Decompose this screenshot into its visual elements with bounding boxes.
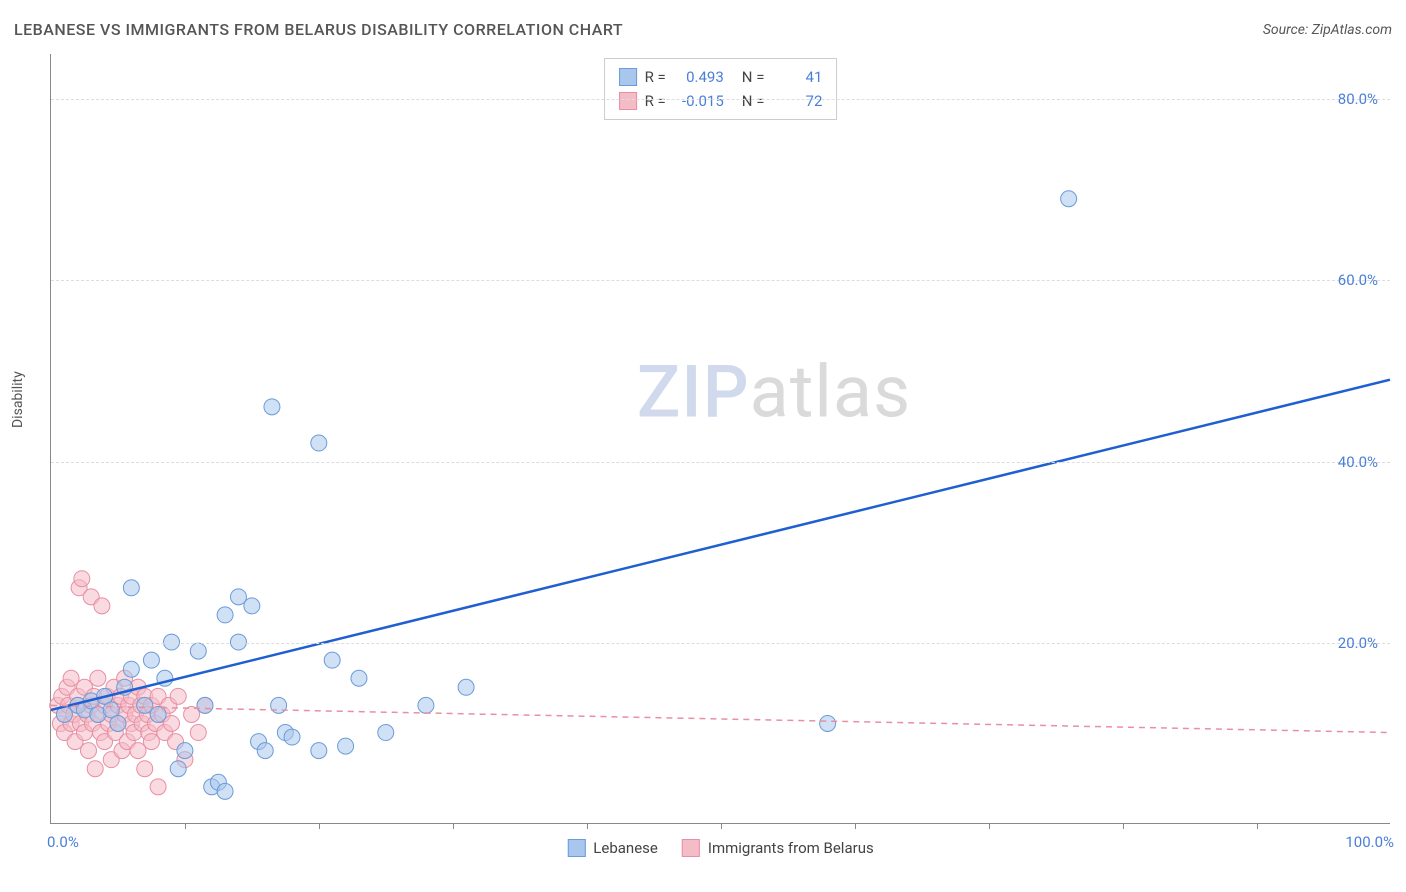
data-point: [130, 743, 146, 759]
legend-swatch: [619, 68, 637, 86]
series-legend: Lebanese Immigrants from Belarus: [567, 839, 873, 857]
correlation-legend-row: R = 0.493 N = 41: [619, 65, 823, 89]
x-tick: [721, 823, 722, 829]
data-point: [137, 697, 153, 713]
data-point: [123, 580, 139, 596]
data-point: [87, 761, 103, 777]
data-point: [378, 725, 394, 741]
data-point: [217, 783, 233, 799]
chart-title: LEBANESE VS IMMIGRANTS FROM BELARUS DISA…: [14, 20, 623, 39]
y-tick-label: 60.0%: [1338, 271, 1378, 289]
data-point: [94, 598, 110, 614]
data-point: [257, 743, 273, 759]
data-point: [170, 688, 186, 704]
data-point: [217, 607, 233, 623]
n-label: N =: [742, 89, 765, 113]
trend-line: [51, 705, 1390, 732]
data-point: [338, 738, 354, 754]
r-value: 0.493: [674, 65, 724, 89]
x-tick: [453, 823, 454, 829]
x-tick: [319, 823, 320, 829]
n-value: 41: [772, 65, 822, 89]
data-point: [311, 743, 327, 759]
y-tick-label: 40.0%: [1338, 453, 1378, 471]
data-point: [230, 589, 246, 605]
legend-swatch: [619, 92, 637, 110]
trend-line: [51, 380, 1390, 710]
data-point: [150, 706, 166, 722]
legend-label: Lebanese: [593, 839, 658, 857]
chart-source: Source: ZipAtlas.com: [1263, 22, 1392, 38]
grid-line: [51, 462, 1390, 463]
grid-line: [51, 643, 1390, 644]
x-tick: [185, 823, 186, 829]
data-point: [820, 715, 836, 731]
chart-plot-area: ZIPatlas R = 0.493 N = 41 R = -0.015 N =…: [50, 54, 1390, 824]
x-tick: [1123, 823, 1124, 829]
x-tick: [989, 823, 990, 829]
data-point: [351, 670, 367, 686]
correlation-legend: R = 0.493 N = 41 R = -0.015 N = 72: [604, 58, 838, 120]
data-point: [164, 715, 180, 731]
data-point: [197, 697, 213, 713]
data-point: [123, 661, 139, 677]
chart-header: LEBANESE VS IMMIGRANTS FROM BELARUS DISA…: [14, 20, 1392, 39]
data-point: [190, 643, 206, 659]
data-point: [110, 715, 126, 731]
data-point: [244, 598, 260, 614]
data-point: [324, 652, 340, 668]
data-point: [284, 729, 300, 745]
data-point: [190, 725, 206, 741]
x-tick: [1257, 823, 1258, 829]
legend-item: Lebanese: [567, 839, 658, 857]
x-tick: [855, 823, 856, 829]
legend-item: Immigrants from Belarus: [682, 839, 874, 857]
r-label: R =: [645, 89, 666, 113]
data-point: [150, 779, 166, 795]
legend-swatch: [567, 839, 585, 857]
r-value: -0.015: [674, 89, 724, 113]
legend-swatch: [682, 839, 700, 857]
r-label: R =: [645, 65, 666, 89]
grid-line: [51, 99, 1390, 100]
n-value: 72: [772, 89, 822, 113]
data-point: [1061, 191, 1077, 207]
scatter-plot-svg: [51, 54, 1390, 823]
data-point: [170, 761, 186, 777]
data-point: [311, 435, 327, 451]
data-point: [271, 697, 287, 713]
n-label: N =: [742, 65, 765, 89]
data-point: [143, 652, 159, 668]
x-tick: [587, 823, 588, 829]
data-point: [80, 743, 96, 759]
data-point: [143, 734, 159, 750]
data-point: [90, 670, 106, 686]
x-tick-label: 100.0%: [1345, 833, 1394, 851]
x-tick-label: 0.0%: [47, 833, 79, 851]
grid-line: [51, 280, 1390, 281]
data-point: [264, 399, 280, 415]
data-point: [137, 761, 153, 777]
correlation-legend-row: R = -0.015 N = 72: [619, 89, 823, 113]
data-point: [458, 679, 474, 695]
data-point: [418, 697, 434, 713]
y-axis-label: Disability: [10, 371, 26, 428]
data-point: [177, 743, 193, 759]
data-point: [63, 670, 79, 686]
legend-label: Immigrants from Belarus: [708, 839, 874, 857]
data-point: [74, 571, 90, 587]
y-tick-label: 20.0%: [1338, 634, 1378, 652]
y-tick-label: 80.0%: [1338, 90, 1378, 108]
